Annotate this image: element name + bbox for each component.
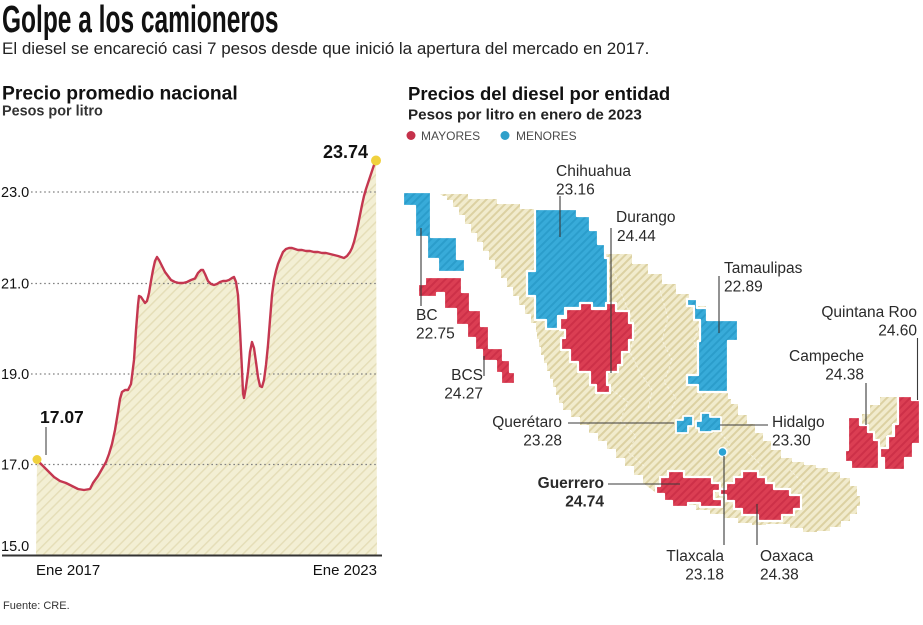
svg-text:22.75: 22.75 [416, 326, 455, 343]
svg-text:23.74: 23.74 [323, 142, 368, 162]
svg-text:Oaxaca: Oaxaca [760, 548, 814, 565]
svg-text:Pesos por litro: Pesos por litro [2, 104, 103, 120]
svg-text:24.38: 24.38 [760, 567, 799, 584]
svg-text:BCS: BCS [451, 367, 483, 384]
svg-text:24.27: 24.27 [444, 386, 483, 403]
svg-text:23.16: 23.16 [556, 182, 595, 199]
svg-text:Hidalgo: Hidalgo [772, 414, 825, 431]
svg-text:24.38: 24.38 [825, 367, 864, 384]
svg-text:24.74: 24.74 [565, 494, 604, 511]
svg-text:17.0: 17.0 [1, 458, 29, 474]
svg-text:17.07: 17.07 [40, 407, 84, 427]
svg-text:23.0: 23.0 [1, 185, 29, 201]
svg-text:24.44: 24.44 [617, 228, 656, 245]
svg-text:23.30: 23.30 [772, 433, 811, 450]
svg-text:Durango: Durango [616, 209, 675, 226]
svg-text:Golpe a los camioneros: Golpe a los camioneros [2, 0, 278, 40]
svg-text:Tamaulipas: Tamaulipas [724, 260, 803, 277]
svg-text:BC: BC [416, 307, 438, 324]
svg-text:19.0: 19.0 [1, 367, 29, 383]
svg-text:15.0: 15.0 [1, 539, 29, 555]
svg-text:Chihuahua: Chihuahua [556, 163, 631, 180]
svg-text:22.89: 22.89 [724, 279, 763, 296]
svg-text:21.0: 21.0 [1, 277, 29, 293]
svg-text:Precio promedio nacional: Precio promedio nacional [2, 84, 238, 105]
svg-text:Precios del diesel por entidad: Precios del diesel por entidad [408, 83, 670, 104]
svg-text:Guerrero: Guerrero [538, 475, 604, 492]
svg-text:Quintana Roo: Quintana Roo [821, 304, 917, 321]
svg-text:Pesos por litro en enero de 20: Pesos por litro en enero de 2023 [408, 107, 642, 124]
svg-text:24.60: 24.60 [878, 323, 917, 340]
svg-text:Ene 2023: Ene 2023 [313, 562, 377, 579]
svg-text:Campeche: Campeche [789, 348, 864, 365]
svg-text:Fuente: CRE.: Fuente: CRE. [3, 600, 70, 612]
svg-text:MAYORES: MAYORES [421, 129, 480, 143]
svg-text:Ene 2017: Ene 2017 [36, 562, 100, 579]
svg-text:El diesel se encareció casi 7: El diesel se encareció casi 7 pesos desd… [2, 39, 649, 58]
svg-text:Querétaro: Querétaro [492, 414, 562, 431]
svg-text:MENORES: MENORES [516, 129, 577, 143]
svg-text:23.18: 23.18 [685, 567, 724, 584]
svg-text:23.28: 23.28 [523, 433, 562, 450]
svg-text:Tlaxcala: Tlaxcala [666, 548, 724, 565]
